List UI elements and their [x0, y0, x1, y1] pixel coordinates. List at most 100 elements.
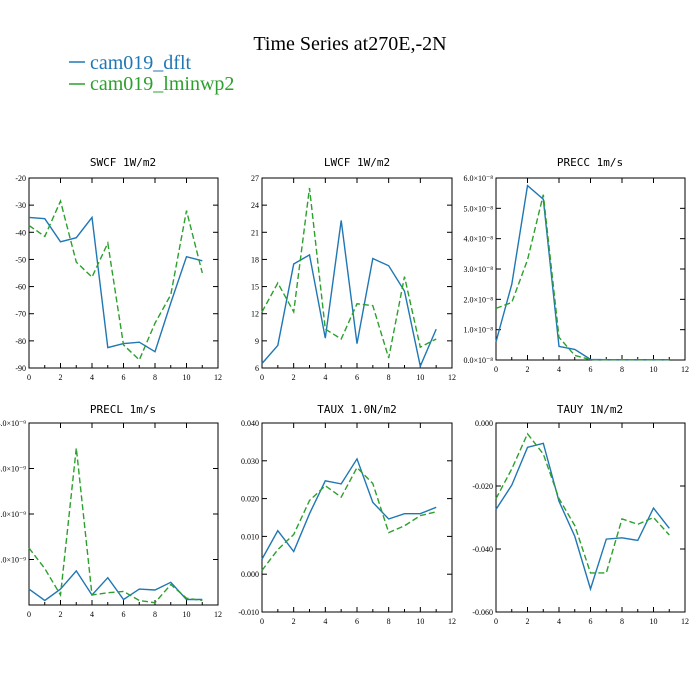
series-line-dflt: [28, 215, 203, 353]
y-tick-label: 1.0×10⁻⁹: [0, 556, 26, 565]
x-tick-label: 0: [27, 373, 31, 382]
y-tick-label: 4.0×10⁻⁹: [0, 419, 26, 428]
y-tick-label: 5.0×10⁻⁸: [463, 204, 493, 213]
x-tick-label: 8: [620, 617, 624, 626]
x-tick-label: 4: [323, 617, 327, 626]
x-tick-label: 2: [292, 617, 296, 626]
y-tick-label: -0.010: [238, 608, 259, 617]
x-tick-label: 4: [557, 617, 561, 626]
y-tick-label: -0.060: [472, 608, 493, 617]
x-tick-label: 8: [387, 373, 391, 382]
panel-title: PRECL 1m/s: [90, 403, 156, 416]
y-tick-label: -20: [15, 174, 26, 183]
y-tick-label: 24: [251, 201, 259, 210]
x-tick-label: 12: [681, 617, 689, 626]
y-tick-label: 15: [251, 283, 259, 292]
y-tick-label: 0.020: [241, 495, 259, 504]
y-tick-label: -90: [15, 364, 26, 373]
y-tick-label: -50: [15, 255, 26, 264]
x-tick-label: 4: [90, 610, 94, 619]
series-line-dflt: [261, 457, 437, 560]
panel-title: TAUY 1N/m2: [557, 403, 623, 416]
y-tick-label: 3.0×10⁻⁹: [0, 465, 26, 474]
plot-frame: [28, 422, 219, 606]
series-line-lminwp2: [495, 194, 670, 361]
x-tick-label: 8: [387, 617, 391, 626]
y-tick-label: 2.0×10⁻⁹: [0, 510, 26, 519]
panel-precc: PRECC 1m/s 0 2 4 6 8 10 12 0.0×10⁻⁸ 1.0×10⁻⁸ 2.0×1…: [463, 156, 689, 374]
y-tick-label: 0.030: [241, 457, 259, 466]
y-tick-label: 6.0×10⁻⁸: [463, 174, 493, 183]
x-tick-label: 10: [416, 617, 424, 626]
x-tick-label: 2: [526, 365, 530, 374]
series-line-dflt: [28, 569, 203, 602]
panel-precl: PRECL 1m/s 0 2 4 6 8 10 12 1.0×10⁻⁹ 2.0×10⁻⁹ 3.0×1…: [0, 403, 222, 619]
y-tick-label: 2.0×10⁻⁸: [463, 295, 493, 304]
x-tick-label: 12: [681, 365, 689, 374]
y-tick-label: 4.0×10⁻⁸: [463, 235, 493, 244]
x-tick-label: 12: [214, 610, 222, 619]
x-tick-label: 10: [650, 617, 658, 626]
y-tick-label: 3.0×10⁻⁸: [463, 265, 493, 274]
y-tick-label: -70: [15, 310, 26, 319]
y-tick-label: 0.0×10⁻⁸: [463, 356, 493, 365]
x-tick-label: 8: [153, 610, 157, 619]
x-tick-label: 4: [557, 365, 561, 374]
x-tick-label: 6: [355, 617, 359, 626]
x-tick-label: 12: [448, 373, 456, 382]
y-tick-label: 27: [251, 174, 259, 183]
x-tick-label: 12: [448, 617, 456, 626]
x-tick-label: 0: [260, 373, 264, 382]
y-tick-label: 0.040: [241, 419, 259, 428]
y-tick-label: -80: [15, 337, 26, 346]
x-tick-label: 6: [122, 373, 126, 382]
series-line-lminwp2: [495, 432, 670, 574]
y-tick-label: 6: [255, 364, 259, 373]
x-tick-label: 4: [323, 373, 327, 382]
x-tick-label: 8: [153, 373, 157, 382]
x-tick-label: 8: [620, 365, 624, 374]
panel-swcf: SWCF 1W/m2 0 2 4 6 8 10 12 -90 -80 -70 -60 -50 -40 -30…: [15, 156, 222, 382]
y-tick-label: -0.020: [472, 482, 493, 491]
panel-title: TAUX 1.0N/m2: [317, 403, 396, 416]
y-tick-label: 1.0×10⁻⁸: [463, 326, 493, 335]
panel-title: SWCF 1W/m2: [90, 156, 156, 169]
x-tick-label: 6: [589, 617, 593, 626]
plot-frame: [28, 177, 219, 369]
panel-taux: TAUX 1.0N/m2 0 2 4 6 8 10 12 -0.010 0.000 0.010 0.0…: [238, 403, 456, 626]
legend-label-lminwp2: cam019_lminwp2: [90, 73, 234, 95]
x-tick-label: 10: [650, 365, 658, 374]
plot-frame: [261, 422, 453, 613]
y-tick-label: 0.000: [475, 419, 493, 428]
y-tick-label: -60: [15, 283, 26, 292]
x-tick-label: 12: [214, 373, 222, 382]
panel-title: PRECC 1m/s: [557, 156, 623, 169]
series-line-dflt: [261, 220, 437, 369]
x-tick-label: 0: [27, 610, 31, 619]
series-line-lminwp2: [261, 466, 437, 571]
y-tick-label: -40: [15, 228, 26, 237]
x-tick-label: 0: [260, 617, 264, 626]
x-tick-label: 0: [494, 617, 498, 626]
y-tick-label: 9: [255, 337, 259, 346]
x-tick-label: 10: [416, 373, 424, 382]
y-tick-label: -30: [15, 201, 26, 210]
legend-label-dflt: cam019_dflt: [90, 52, 192, 74]
x-tick-label: 6: [122, 610, 126, 619]
x-tick-label: 2: [292, 373, 296, 382]
y-tick-label: 21: [251, 228, 259, 237]
y-tick-label: 18: [251, 255, 259, 264]
y-tick-label: 0.000: [241, 570, 259, 579]
x-tick-label: 10: [183, 373, 191, 382]
x-tick-label: 4: [90, 373, 94, 382]
figure-title: Time Series at270E,-2N: [253, 33, 446, 55]
x-tick-label: 2: [526, 617, 530, 626]
x-tick-label: 6: [355, 373, 359, 382]
series-line-lminwp2: [28, 447, 203, 604]
series-line-dflt: [495, 442, 670, 592]
legend: cam019_dflt cam019_lminwp2: [69, 52, 234, 95]
series-line-dflt: [495, 184, 670, 361]
panel-tauy: TAUY 1N/m2 0 2 4 6 8 10 12 -0.060 -0.040 -0.020 0.0…: [472, 403, 689, 626]
